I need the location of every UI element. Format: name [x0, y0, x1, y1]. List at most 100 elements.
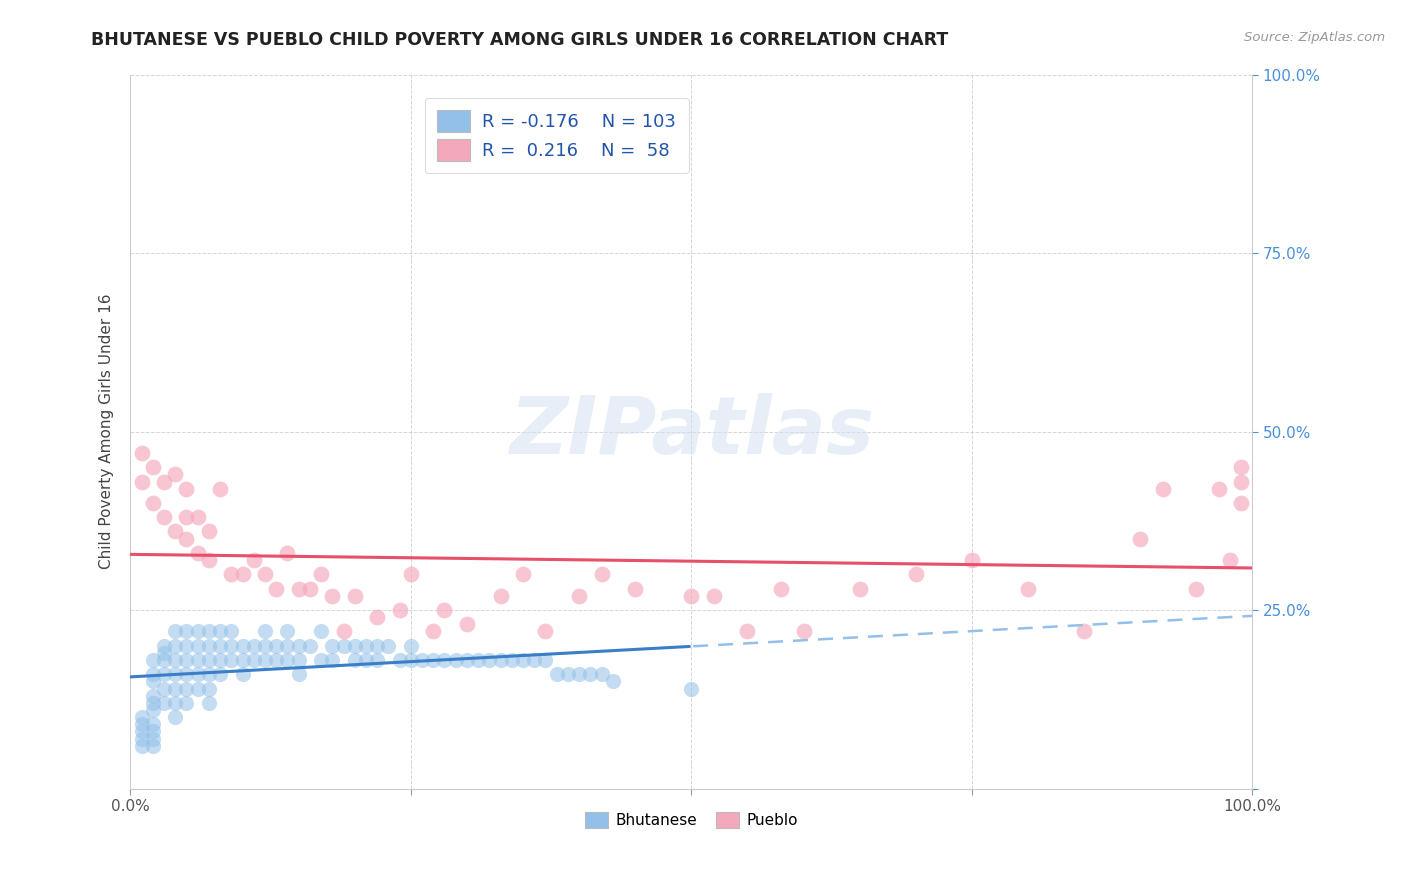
Point	[242, 553, 264, 567]
Point	[399, 567, 422, 582]
Point	[142, 731, 165, 746]
Point	[176, 667, 198, 681]
Point	[602, 674, 624, 689]
Point	[131, 710, 153, 724]
Point	[534, 653, 557, 667]
Point	[332, 624, 354, 639]
Point	[165, 524, 187, 539]
Point	[153, 696, 176, 710]
Point	[253, 567, 276, 582]
Point	[309, 624, 332, 639]
Point	[366, 610, 388, 624]
Point	[142, 674, 165, 689]
Point	[165, 696, 187, 710]
Point	[131, 475, 153, 489]
Point	[142, 739, 165, 753]
Point	[142, 496, 165, 510]
Point	[165, 467, 187, 482]
Point	[287, 639, 309, 653]
Point	[456, 653, 478, 667]
Point	[354, 639, 377, 653]
Point	[770, 582, 793, 596]
Point	[176, 696, 198, 710]
Point	[176, 653, 198, 667]
Point	[131, 724, 153, 739]
Point	[433, 653, 456, 667]
Text: Source: ZipAtlas.com: Source: ZipAtlas.com	[1244, 31, 1385, 45]
Point	[198, 696, 221, 710]
Point	[131, 739, 153, 753]
Point	[287, 582, 309, 596]
Point	[681, 589, 703, 603]
Point	[209, 653, 232, 667]
Point	[187, 667, 209, 681]
Point	[1017, 582, 1039, 596]
Point	[523, 653, 546, 667]
Point	[568, 667, 591, 681]
Point	[1230, 460, 1253, 475]
Point	[276, 639, 298, 653]
Point	[388, 653, 411, 667]
Point	[489, 653, 512, 667]
Point	[546, 667, 568, 681]
Point	[221, 567, 243, 582]
Point	[131, 446, 153, 460]
Point	[142, 653, 165, 667]
Point	[253, 624, 276, 639]
Point	[253, 653, 276, 667]
Point	[165, 639, 187, 653]
Point	[221, 639, 243, 653]
Point	[534, 624, 557, 639]
Point	[221, 653, 243, 667]
Point	[422, 624, 444, 639]
Point	[579, 667, 602, 681]
Point	[276, 624, 298, 639]
Point	[264, 653, 287, 667]
Point	[1152, 482, 1174, 496]
Point	[399, 639, 422, 653]
Point	[1208, 482, 1230, 496]
Point	[198, 681, 221, 696]
Point	[388, 603, 411, 617]
Point	[187, 546, 209, 560]
Legend: Bhutanese, Pueblo: Bhutanese, Pueblo	[579, 806, 804, 834]
Point	[309, 653, 332, 667]
Point	[478, 653, 501, 667]
Point	[165, 653, 187, 667]
Point	[444, 653, 467, 667]
Point	[343, 639, 366, 653]
Point	[198, 653, 221, 667]
Point	[332, 639, 354, 653]
Point	[366, 653, 388, 667]
Point	[198, 667, 221, 681]
Point	[209, 482, 232, 496]
Point	[176, 624, 198, 639]
Point	[737, 624, 759, 639]
Point	[1219, 553, 1241, 567]
Point	[489, 589, 512, 603]
Point	[153, 667, 176, 681]
Point	[176, 510, 198, 524]
Point	[176, 532, 198, 546]
Point	[422, 653, 444, 667]
Point	[198, 524, 221, 539]
Point	[165, 681, 187, 696]
Point	[187, 681, 209, 696]
Point	[198, 553, 221, 567]
Point	[298, 639, 321, 653]
Point	[1129, 532, 1152, 546]
Point	[343, 653, 366, 667]
Point	[165, 624, 187, 639]
Point	[287, 653, 309, 667]
Point	[209, 639, 232, 653]
Point	[309, 567, 332, 582]
Point	[681, 681, 703, 696]
Point	[209, 667, 232, 681]
Point	[131, 731, 153, 746]
Point	[153, 681, 176, 696]
Point	[142, 724, 165, 739]
Point	[1230, 496, 1253, 510]
Point	[165, 710, 187, 724]
Point	[1073, 624, 1095, 639]
Point	[264, 639, 287, 653]
